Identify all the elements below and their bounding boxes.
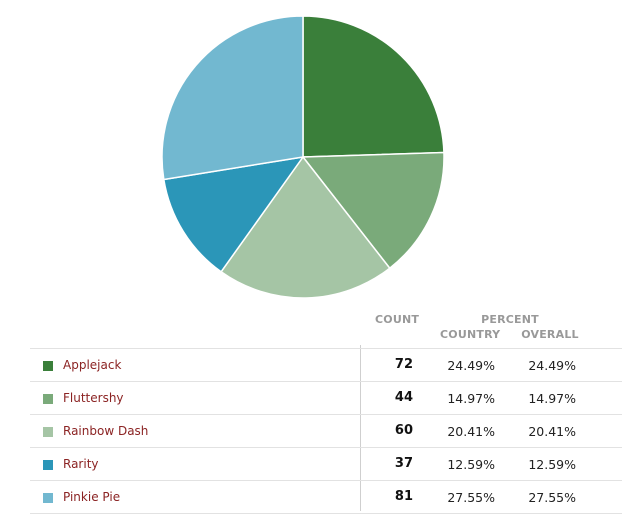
- pie-slice-fluttershy[interactable]: [301, 151, 445, 270]
- data-table: Applejack 72 24.49% 24.49% Fluttershy 44…: [30, 348, 622, 514]
- column-divider: [360, 345, 361, 511]
- category-name[interactable]: Pinkie Pie: [63, 490, 121, 504]
- country-percent: 20.41%: [447, 424, 495, 439]
- count-value: 44: [394, 390, 413, 405]
- country-header: COUNTRY: [440, 328, 501, 341]
- legend-swatch: [43, 460, 53, 470]
- category-name[interactable]: Applejack: [63, 358, 122, 372]
- count-header: COUNT: [375, 313, 420, 326]
- percent-header: PERCENT: [481, 313, 539, 326]
- table-row: Pinkie Pie 81 27.55% 27.55%: [30, 480, 622, 514]
- category-name[interactable]: Fluttershy: [63, 391, 124, 405]
- overall-percent: 12.59%: [528, 457, 576, 472]
- country-percent: 24.49%: [447, 358, 495, 373]
- category-name[interactable]: Rainbow Dash: [63, 424, 149, 438]
- pie-slice-pinkie-pie[interactable]: [161, 15, 304, 181]
- pie-slice-rarity[interactable]: [162, 155, 305, 273]
- table-row: Rainbow Dash 60 20.41% 20.41%: [30, 414, 622, 447]
- pie-slice-rainbow-dash[interactable]: [220, 155, 391, 299]
- overall-header: OVERALL: [521, 328, 579, 341]
- count-value: 81: [394, 489, 413, 504]
- pie-chart: [161, 15, 445, 299]
- table-row: Rarity 37 12.59% 12.59%: [30, 447, 622, 480]
- count-value: 37: [394, 456, 413, 471]
- legend-swatch: [43, 493, 53, 503]
- country-percent: 14.97%: [447, 391, 495, 406]
- legend-swatch: [43, 427, 53, 437]
- country-percent: 27.55%: [447, 490, 495, 505]
- overall-percent: 27.55%: [528, 490, 576, 505]
- table-row: Fluttershy 44 14.97% 14.97%: [30, 381, 622, 414]
- legend-swatch: [43, 394, 53, 404]
- overall-percent: 24.49%: [528, 358, 576, 373]
- count-value: 60: [394, 423, 413, 438]
- country-percent: 12.59%: [447, 457, 495, 472]
- count-value: 72: [394, 357, 413, 372]
- legend-swatch: [43, 361, 53, 371]
- overall-percent: 20.41%: [528, 424, 576, 439]
- category-name[interactable]: Rarity: [63, 457, 99, 471]
- overall-percent: 14.97%: [528, 391, 576, 406]
- table-row: Applejack 72 24.49% 24.49%: [30, 348, 622, 381]
- pie-slice-applejack[interactable]: [302, 15, 445, 158]
